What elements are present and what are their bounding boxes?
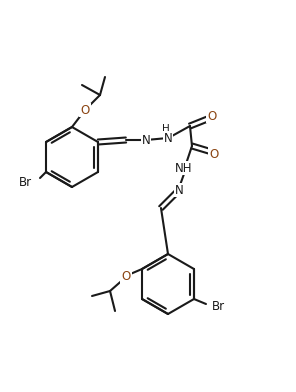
Text: O: O — [81, 103, 90, 116]
Text: N: N — [175, 183, 183, 196]
Text: O: O — [207, 109, 217, 123]
Text: Br: Br — [19, 176, 32, 189]
Text: N: N — [141, 134, 150, 147]
Text: N: N — [164, 131, 172, 145]
Text: H: H — [162, 124, 170, 134]
Text: NH: NH — [175, 162, 193, 174]
Text: O: O — [121, 270, 131, 283]
Text: Br: Br — [212, 301, 225, 314]
Text: O: O — [209, 147, 219, 160]
